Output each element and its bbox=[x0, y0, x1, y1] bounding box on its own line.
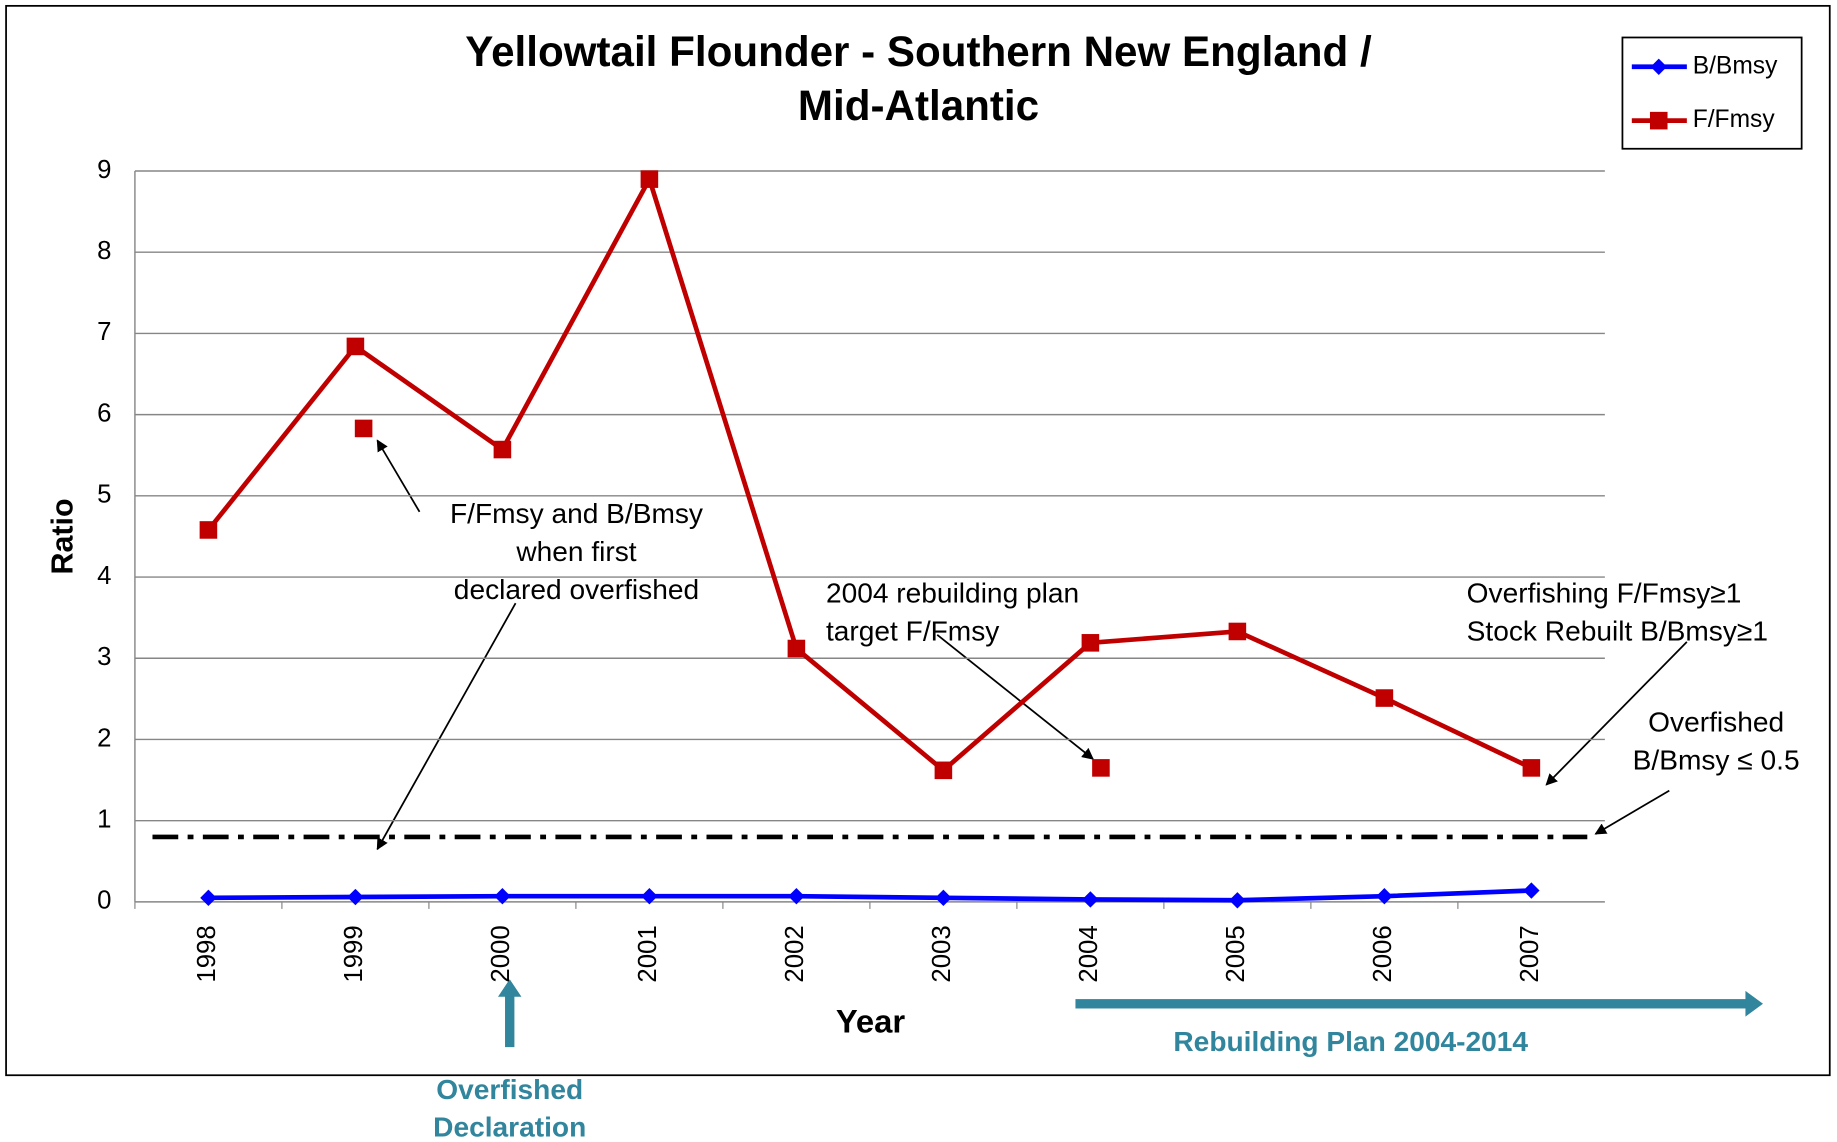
annotation: declared overfished bbox=[454, 574, 699, 605]
arrow bbox=[1545, 641, 1688, 786]
legend-box bbox=[1621, 36, 1803, 150]
x-tick-label: 1998 bbox=[193, 925, 221, 982]
y-tick-label: 8 bbox=[97, 237, 111, 265]
diamond-marker bbox=[1376, 888, 1393, 905]
diamond-marker bbox=[200, 889, 217, 907]
diamond-marker bbox=[494, 888, 511, 905]
diamond-marker bbox=[1082, 891, 1099, 908]
annotation: B/Bmsy ≤ 0.5 bbox=[1633, 744, 1800, 775]
series-line bbox=[208, 888, 1532, 903]
x-tick-label: 2007 bbox=[1516, 925, 1544, 982]
x-tick-label: 1999 bbox=[340, 925, 368, 982]
square-marker bbox=[1522, 759, 1541, 777]
x-axis-label: Year bbox=[836, 1002, 906, 1039]
diamond-marker bbox=[1229, 892, 1246, 909]
diamond-marker bbox=[935, 889, 952, 907]
legend-label: B/Bmsy bbox=[1693, 52, 1778, 79]
x-tick-label: 2002 bbox=[781, 925, 809, 982]
arrows bbox=[376, 439, 1688, 851]
square-marker bbox=[354, 419, 373, 438]
square-marker bbox=[787, 639, 806, 658]
timeline-label: Rebuilding Plan 2004-2014 bbox=[1173, 1026, 1528, 1057]
diamond-marker bbox=[788, 888, 805, 905]
square-marker bbox=[199, 521, 218, 539]
square-marker bbox=[1081, 634, 1100, 652]
rebuilding-arrow bbox=[1075, 999, 1748, 1009]
arrow bbox=[1594, 789, 1670, 835]
annotation: Overfished bbox=[1648, 706, 1784, 737]
y-tick-label: 0 bbox=[97, 887, 111, 915]
diamond-marker bbox=[1523, 882, 1540, 899]
x-tick-label: 2004 bbox=[1075, 925, 1103, 982]
y-tick-label: 6 bbox=[97, 399, 111, 427]
annotation: Overfishing F/Fmsy≥1 bbox=[1467, 577, 1742, 608]
square-marker bbox=[1092, 759, 1110, 777]
x-tick-label: 2005 bbox=[1222, 925, 1250, 982]
diamond-marker bbox=[1650, 58, 1667, 75]
square-marker bbox=[1228, 622, 1247, 641]
y-tick-label: 5 bbox=[97, 481, 111, 509]
y-tick-label: 4 bbox=[97, 562, 111, 590]
y-tick-label: 1 bbox=[97, 805, 111, 833]
diamond-marker bbox=[641, 888, 658, 905]
timeline-label: Overfished bbox=[436, 1074, 583, 1105]
x-tick-label: 2000 bbox=[487, 925, 515, 982]
square-marker bbox=[1375, 689, 1394, 707]
y-tick-label: 9 bbox=[97, 156, 111, 184]
chart-border bbox=[5, 4, 1831, 1077]
square-marker bbox=[493, 440, 512, 459]
chart-title: Yellowtail Flounder - Southern New Engla… bbox=[465, 28, 1372, 75]
timeline-label: Declaration bbox=[433, 1112, 586, 1142]
series-line bbox=[206, 176, 1533, 773]
x-tick-label: 2003 bbox=[928, 925, 956, 982]
annotation: 2004 rebuilding plan bbox=[826, 577, 1079, 608]
arrow bbox=[936, 634, 1094, 760]
y-axis-label: Ratio bbox=[46, 498, 80, 574]
square-marker bbox=[346, 337, 365, 356]
legend-label: F/Fmsy bbox=[1693, 106, 1776, 133]
square-marker bbox=[1649, 111, 1668, 130]
y-tick-label: 2 bbox=[97, 724, 111, 752]
declaration-arrow-head bbox=[498, 979, 522, 997]
annotation: when first bbox=[515, 536, 636, 567]
y-tick-label: 7 bbox=[97, 318, 111, 346]
teal-arrows bbox=[498, 979, 1763, 1048]
x-tick-label: 2001 bbox=[634, 925, 662, 982]
y-tick-label: 3 bbox=[97, 643, 111, 671]
rebuilding-arrow-head bbox=[1745, 990, 1763, 1017]
diamond-marker bbox=[347, 888, 364, 906]
square-marker bbox=[640, 170, 659, 188]
chart-title: Mid-Atlantic bbox=[798, 82, 1039, 129]
arrow bbox=[376, 439, 421, 513]
arrow bbox=[376, 602, 517, 851]
annotation: Stock Rebuilt B/Bmsy≥1 bbox=[1467, 615, 1768, 646]
annotation: target F/Fmsy bbox=[826, 615, 999, 646]
square-marker bbox=[934, 761, 953, 780]
declaration-arrow bbox=[505, 995, 515, 1048]
x-tick-label: 2006 bbox=[1369, 925, 1397, 982]
annotation: F/Fmsy and B/Bmsy bbox=[450, 498, 703, 529]
